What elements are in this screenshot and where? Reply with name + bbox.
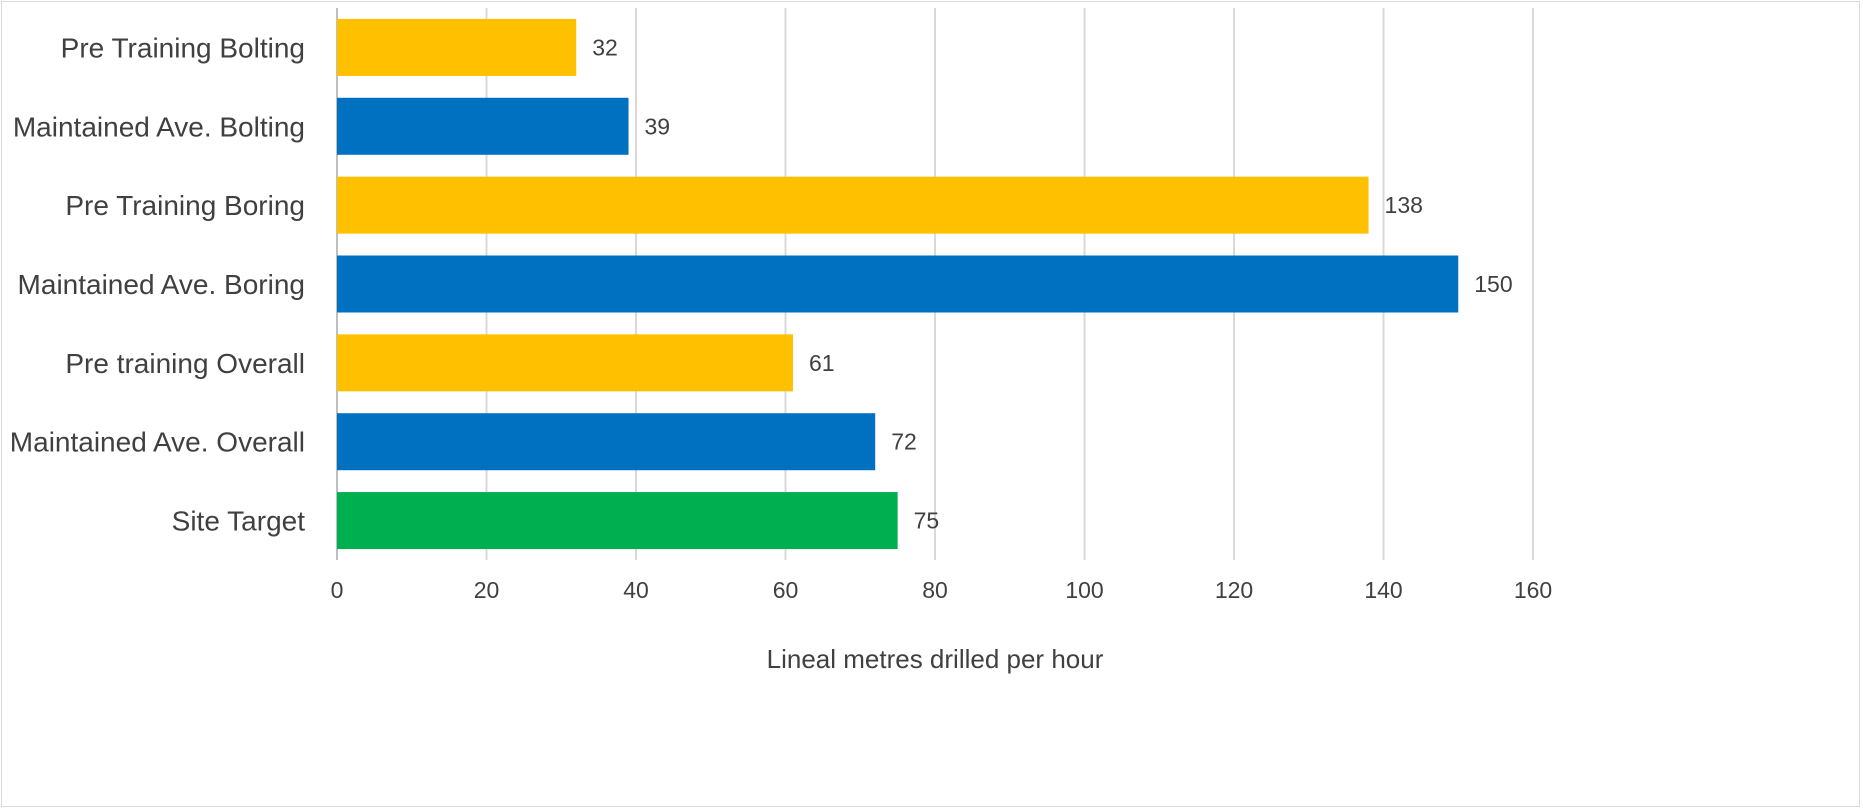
x-tick-label: 140 xyxy=(1364,577,1402,603)
data-label: 72 xyxy=(891,429,917,455)
x-tick-label: 0 xyxy=(331,577,344,603)
x-tick-label: 80 xyxy=(922,577,948,603)
category-label: Pre training Overall xyxy=(65,348,305,379)
data-label: 39 xyxy=(645,113,671,139)
bar xyxy=(337,176,1369,234)
bar xyxy=(337,413,876,471)
data-label: 75 xyxy=(914,508,940,534)
x-tick-label: 100 xyxy=(1065,577,1103,603)
category-label: Maintained Ave. Bolting xyxy=(13,111,305,142)
category-label: Pre Training Boring xyxy=(65,190,305,221)
bar xyxy=(337,255,1459,313)
data-labels: 32 39 138 150 61 72 75 xyxy=(592,34,1512,533)
x-tick-label: 40 xyxy=(623,577,649,603)
x-tick-label: 120 xyxy=(1215,577,1253,603)
value-axis-tick-labels: 0 20 40 60 80 100 120 140 160 xyxy=(331,577,1553,603)
category-label: Site Target xyxy=(172,506,306,537)
bar xyxy=(337,334,793,392)
data-label: 32 xyxy=(592,34,618,60)
bar xyxy=(337,18,577,76)
x-axis-title: Lineal metres drilled per hour xyxy=(767,644,1104,674)
x-tick-label: 20 xyxy=(474,577,500,603)
data-label: 61 xyxy=(809,350,835,376)
x-tick-label: 160 xyxy=(1514,577,1552,603)
data-label: 150 xyxy=(1474,271,1512,297)
data-label: 138 xyxy=(1385,192,1423,218)
category-label: Maintained Ave. Overall xyxy=(10,427,305,458)
category-label: Pre Training Bolting xyxy=(61,32,305,63)
bar xyxy=(337,97,629,155)
bars xyxy=(337,18,1459,550)
x-tick-label: 60 xyxy=(773,577,799,603)
category-label: Maintained Ave. Boring xyxy=(18,269,305,300)
category-axis-labels: Pre Training Bolting Maintained Ave. Bolt… xyxy=(10,32,305,536)
bar xyxy=(337,492,898,550)
